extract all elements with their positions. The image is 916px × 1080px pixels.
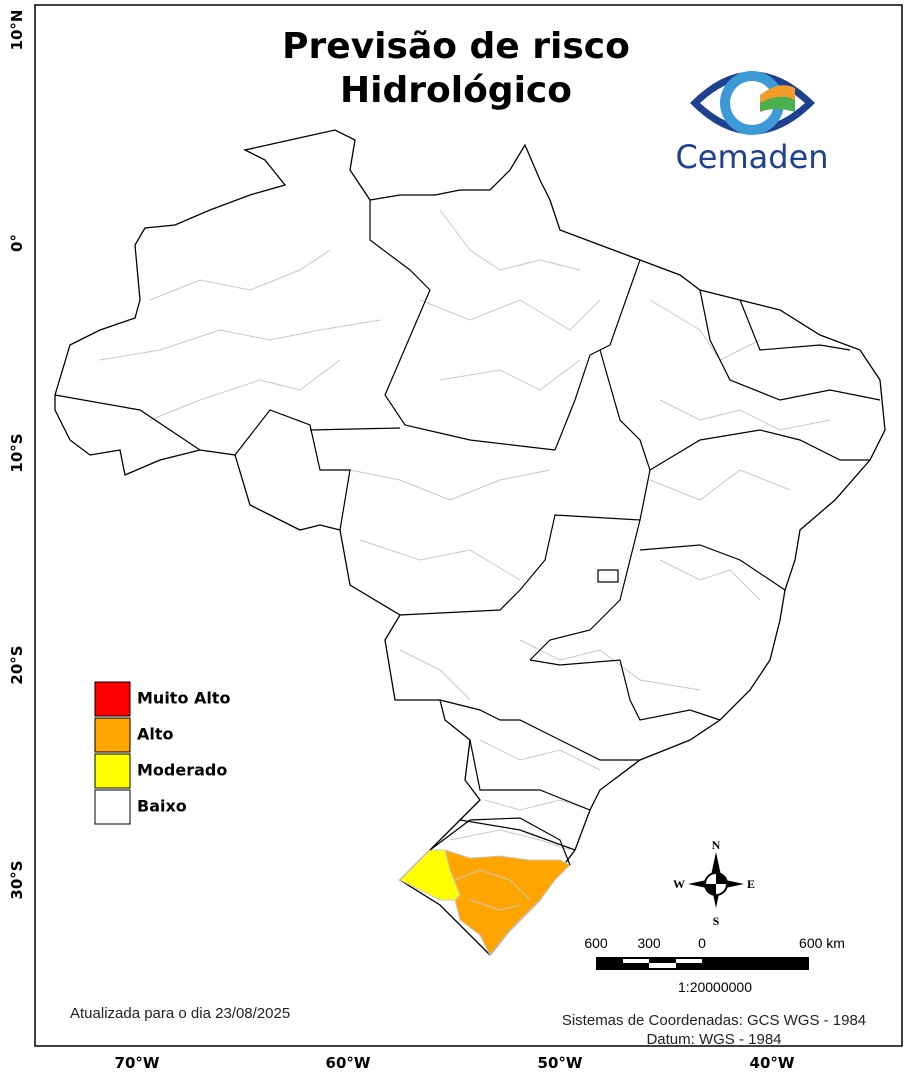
- compass: N E S W: [673, 838, 755, 928]
- graticule-labels: 10°N 0° 10°S 20°S 30°S 70°W 60°W 50°W 40°W: [8, 10, 795, 1072]
- title-line: Hidrológico: [340, 70, 572, 111]
- title-line: Previsão de risco: [282, 26, 630, 67]
- legend-label: Baixo: [137, 797, 187, 816]
- latitude-label: 0°: [8, 234, 26, 252]
- legend-label: Moderado: [137, 761, 227, 780]
- region-lines: [99, 209, 831, 911]
- compass-label: S: [713, 914, 720, 928]
- risk-area-moderado: [399, 849, 461, 901]
- latitude-label: 30°S: [8, 860, 26, 899]
- logo: Cemaden: [675, 71, 829, 176]
- compass-label: E: [747, 877, 755, 891]
- scale-ratio: 1:20000000: [678, 979, 752, 995]
- scale-bar: 600 300 0 600 km 1:20000000: [584, 935, 845, 995]
- legend-swatch: [94, 789, 131, 825]
- state-borders: [54, 200, 881, 866]
- crs-note: Sistemas de Coordenadas: GCS WGS - 1984: [562, 1012, 866, 1029]
- legend-swatch: [94, 681, 131, 717]
- update-note: Atualizada para o dia 23/08/2025: [70, 1005, 290, 1022]
- scale-label: 300: [637, 935, 661, 951]
- legend-label: Alto: [137, 725, 174, 744]
- longitude-label: 40°W: [750, 1054, 795, 1072]
- scale-label: 600 km: [799, 935, 845, 951]
- legend: Muito Alto Alto Moderado Baixo: [94, 681, 231, 825]
- latitude-label: 20°S: [8, 645, 26, 684]
- longitude-label: 70°W: [115, 1054, 160, 1072]
- datum-note: Datum: WGS - 1984: [646, 1031, 781, 1048]
- logo-text: Cemaden: [675, 138, 828, 176]
- scale-label: 600: [584, 935, 608, 951]
- compass-label: N: [712, 838, 721, 852]
- latitude-label: 10°N: [8, 10, 26, 51]
- scale-label: 0: [698, 935, 706, 951]
- latitude-label: 10°S: [8, 433, 26, 472]
- compass-label: W: [673, 877, 685, 891]
- legend-label: Muito Alto: [137, 689, 231, 708]
- longitude-label: 60°W: [326, 1054, 371, 1072]
- longitude-label: 50°W: [538, 1054, 583, 1072]
- legend-swatch: [94, 753, 131, 789]
- legend-swatch: [94, 717, 131, 753]
